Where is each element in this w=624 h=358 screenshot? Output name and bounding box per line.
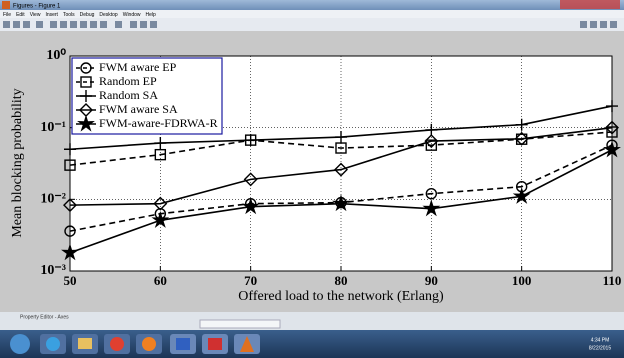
legend-label: Random SA	[99, 88, 158, 102]
app-icon	[2, 1, 10, 9]
menu-item[interactable]: Help	[146, 12, 157, 18]
window-buttons[interactable]	[560, 0, 620, 9]
window-title: Figures - Figure 1	[13, 4, 61, 10]
legend-label: FWM aware SA	[99, 102, 178, 116]
x-tick-label: 90	[425, 273, 438, 288]
menu-item[interactable]: Window	[123, 12, 141, 18]
legend-label: FWM-aware-FDRWA-R	[99, 116, 218, 130]
x-tick-label: 110	[603, 273, 622, 288]
y-axis-label: Mean blocking probability	[10, 88, 25, 237]
x-tick-label: 70	[244, 273, 257, 288]
x-tick-label: 60	[154, 273, 167, 288]
y-tick-label: 10⁻³	[40, 263, 66, 278]
y-tick-label: 10⁻¹	[40, 120, 66, 135]
property-editor-title: Property Editor - Axes	[20, 314, 69, 320]
menu-item[interactable]: Insert	[45, 12, 58, 18]
title-bar	[0, 0, 624, 10]
clock-date: 8/22/2015	[589, 345, 611, 351]
x-tick-label: 100	[512, 273, 532, 288]
clock-time: 4:34 PM	[591, 337, 610, 343]
page: Figures - Figure 1 File Edit View Insert Too…	[0, 0, 624, 358]
legend-label: FWM aware EP	[99, 60, 177, 74]
menu-item[interactable]: Debug	[80, 12, 95, 18]
menu-item[interactable]: Desktop	[99, 12, 118, 18]
menu-item[interactable]: Edit	[16, 12, 25, 18]
menu-item[interactable]: View	[30, 12, 41, 18]
y-tick-label: 10⁻²	[40, 192, 66, 207]
menu-item[interactable]: File	[3, 12, 11, 18]
legend-label: Random EP	[99, 74, 157, 88]
screen: Figures - Figure 1 File Edit View Insert Too…	[0, 0, 624, 358]
x-axis-label: Offered load to the network (Erlang)	[238, 289, 444, 304]
menu-item[interactable]: Tools	[63, 12, 75, 18]
property-field[interactable]	[200, 320, 280, 328]
property-editor	[0, 312, 624, 330]
y-tick-label: 10⁰	[46, 48, 66, 63]
x-tick-label: 80	[335, 273, 348, 288]
